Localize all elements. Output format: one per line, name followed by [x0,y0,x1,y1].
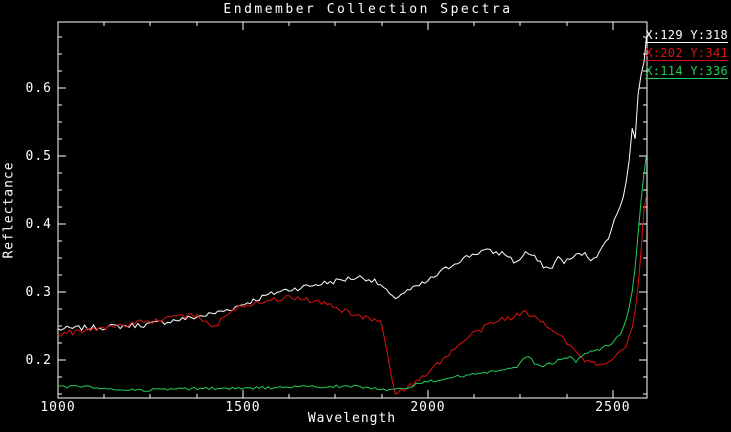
x-tick-label: 2000 [410,400,446,415]
x-tick-label: 1500 [225,400,261,415]
y-tick-label: 0.3 [25,284,52,300]
plot-frame [57,21,648,399]
spectrum-line-1 [57,196,647,395]
x-tick-label: 2500 [595,400,631,415]
x-tick-label: 1000 [40,400,76,415]
y-tick-label: 0.6 [25,80,52,96]
x-axis-label: Wavelength [307,411,397,426]
legend-entry-red[interactable]: X:202 Y:341 [645,46,728,61]
legend-entry-white[interactable]: X:129 Y:318 [645,28,728,43]
plot-title: Endmember Collection Spectra [223,2,513,17]
legend-entry-green[interactable]: X:114 Y:336 [645,64,728,79]
legend: X:129 Y:318 X:202 Y:341 X:114 Y:336 [645,29,728,79]
y-tick-label: 0.2 [25,352,52,368]
y-axis-label: Reflectance [1,161,17,259]
y-tick-label: 0.4 [25,216,52,232]
spectrum-line-0 [57,38,647,332]
spectrum-line-2 [57,155,647,392]
y-tick-label: 0.5 [25,148,52,164]
